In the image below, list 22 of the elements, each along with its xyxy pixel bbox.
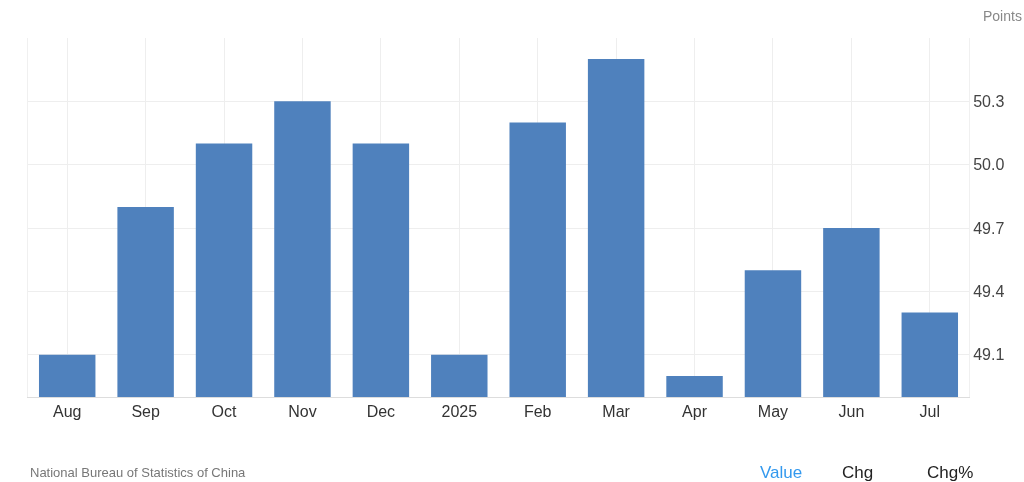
x-tick-label: Aug (52, 403, 82, 421)
x-tick-label: Sep (131, 403, 160, 421)
x-tick-label: Nov (288, 403, 317, 421)
y-axis-title: Points (983, 8, 1022, 24)
text: Chg% (927, 463, 974, 482)
y-tick-label: 50.0 (973, 156, 1005, 174)
x-tick-label: Feb (523, 403, 552, 421)
x-tick-label: Oct (211, 403, 238, 421)
x-tick-label: May (757, 403, 789, 421)
text: Value (760, 463, 803, 482)
text: Chg (842, 463, 874, 482)
x-tick-label: Jul (919, 403, 941, 421)
x-tick-label: Dec (366, 403, 396, 421)
x-tick-label: Apr (682, 403, 708, 421)
x-tick-label: Jun (838, 403, 865, 421)
y-tick-label: 49.7 (973, 219, 1005, 237)
text: National Bureau of Statistics of China (30, 465, 247, 480)
x-tick-label: 2025 (441, 403, 478, 421)
y-tick-label: 49.1 (973, 346, 1005, 364)
y-tick-label: 50.3 (973, 92, 1005, 110)
x-tick-label: Mar (602, 403, 631, 421)
y-tick-label: 49.4 (973, 283, 1005, 301)
